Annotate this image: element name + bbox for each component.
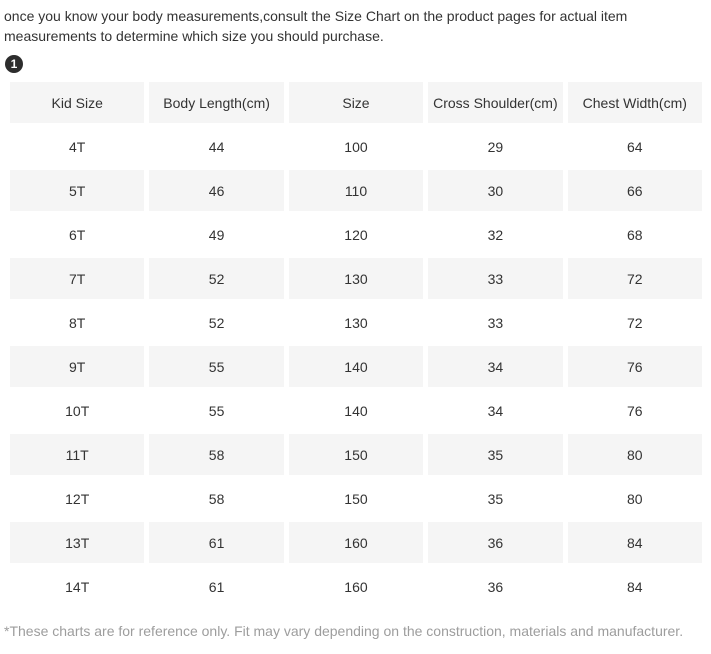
table-cell: 13T [10, 522, 145, 563]
table-cell: 10T [10, 390, 145, 431]
table-cell: 66 [567, 170, 702, 211]
table-cell: 72 [567, 258, 702, 299]
header-row: Kid Size Body Length(cm) Size Cross Shou… [10, 82, 702, 123]
table-row: 9T 55 140 34 76 [10, 346, 702, 387]
header-cell-size: Size [288, 82, 424, 123]
table-cell: 55 [149, 390, 284, 431]
table-row: 14T 61 160 36 84 [10, 566, 702, 607]
table-cell: 6T [10, 214, 145, 255]
table-cell: 140 [288, 346, 424, 387]
table-cell: 52 [149, 302, 284, 343]
table-cell: 80 [567, 478, 702, 519]
table-cell: 34 [428, 390, 563, 431]
table-cell: 72 [567, 302, 702, 343]
table-cell: 35 [428, 478, 563, 519]
intro-text: once you know your body measurements,con… [4, 8, 628, 44]
table-cell: 29 [428, 126, 563, 167]
table-cell: 64 [567, 126, 702, 167]
step-1-badge: 1 [5, 55, 23, 73]
table-cell: 36 [428, 522, 563, 563]
table-cell: 130 [288, 302, 424, 343]
table-cell: 33 [428, 302, 563, 343]
table-cell: 32 [428, 214, 563, 255]
table-cell: 84 [567, 522, 702, 563]
table-cell: 52 [149, 258, 284, 299]
table-cell: 160 [288, 566, 424, 607]
table-row: 4T 44 100 29 64 [10, 126, 702, 167]
table-cell: 36 [428, 566, 563, 607]
table-cell: 5T [10, 170, 145, 211]
table-cell: 110 [288, 170, 424, 211]
table-cell: 4T [10, 126, 145, 167]
table-cell: 12T [10, 478, 145, 519]
table-cell: 80 [567, 434, 702, 475]
table-cell: 8T [10, 302, 145, 343]
table-cell: 44 [149, 126, 284, 167]
table-cell: 61 [149, 566, 284, 607]
table-row: 11T 58 150 35 80 [10, 434, 702, 475]
table-row: 7T 52 130 33 72 [10, 258, 702, 299]
header-cell-cross-shoulder: Cross Shoulder(cm) [428, 82, 563, 123]
table-cell: 14T [10, 566, 145, 607]
table-cell: 160 [288, 522, 424, 563]
table-cell: 61 [149, 522, 284, 563]
footnote-text: *These charts are for reference only. Fi… [4, 623, 684, 639]
table-row: 13T 61 160 36 84 [10, 522, 702, 563]
table-cell: 58 [149, 434, 284, 475]
table-row: 5T 46 110 30 66 [10, 170, 702, 211]
table-cell: 58 [149, 478, 284, 519]
table-cell: 76 [567, 346, 702, 387]
header-cell-kid-size: Kid Size [10, 82, 145, 123]
table-cell: 100 [288, 126, 424, 167]
table-row: 12T 58 150 35 80 [10, 478, 702, 519]
table-cell: 76 [567, 390, 702, 431]
table-row: 10T 55 140 34 76 [10, 390, 702, 431]
table-cell: 11T [10, 434, 145, 475]
header-cell-chest-width: Chest Width(cm) [567, 82, 702, 123]
table-cell: 9T [10, 346, 145, 387]
table-cell: 33 [428, 258, 563, 299]
table-cell: 130 [288, 258, 424, 299]
table-row: 8T 52 130 33 72 [10, 302, 702, 343]
size-chart-table: Kid Size Body Length(cm) Size Cross Shou… [5, 79, 707, 610]
table-cell: 120 [288, 214, 424, 255]
table-cell: 55 [149, 346, 284, 387]
table-cell: 49 [149, 214, 284, 255]
table-cell: 140 [288, 390, 424, 431]
table-cell: 30 [428, 170, 563, 211]
table-cell: 84 [567, 566, 702, 607]
header-cell-body-length: Body Length(cm) [149, 82, 284, 123]
table-cell: 68 [567, 214, 702, 255]
table-cell: 35 [428, 434, 563, 475]
table-cell: 34 [428, 346, 563, 387]
table-cell: 150 [288, 478, 424, 519]
table-row: 6T 49 120 32 68 [10, 214, 702, 255]
table-cell: 46 [149, 170, 284, 211]
table-cell: 7T [10, 258, 145, 299]
table-cell: 150 [288, 434, 424, 475]
